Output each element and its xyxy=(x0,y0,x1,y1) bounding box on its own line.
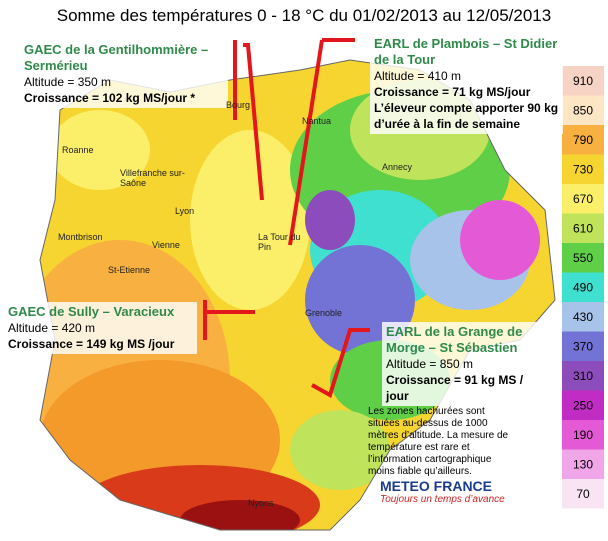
site-growth: Croissance = 149 kg MS /jour xyxy=(8,337,175,351)
legend-label: 610 xyxy=(573,221,593,235)
legend-swatch xyxy=(562,213,604,243)
place: Annecy xyxy=(382,162,413,172)
legend-swatch xyxy=(562,184,604,214)
place: Villefranche sur-Saône xyxy=(120,168,185,188)
site-name: GAEC de la Gentilhommière – Sermérieu xyxy=(24,42,209,73)
legend-swatch xyxy=(562,390,604,420)
site-name: EARL de la Grange de Morge – St Sébastie… xyxy=(386,324,523,355)
place: St-Etienne xyxy=(108,265,151,275)
legend-label: 130 xyxy=(573,457,593,471)
place: Grenoble xyxy=(305,308,343,318)
place: Vienne xyxy=(152,240,180,250)
legend-swatch xyxy=(562,449,604,479)
legend-label: 370 xyxy=(573,339,593,353)
site-name: EARL de Plambois – St Didier de la Tour xyxy=(374,36,558,67)
legend-label: 310 xyxy=(573,369,593,383)
place: Bourg xyxy=(226,100,251,110)
site-growth: Croissance = 102 kg MS/jour * xyxy=(24,91,196,105)
legend-swatch xyxy=(562,479,604,509)
legend-label: 550 xyxy=(573,251,593,265)
place: Montbrison xyxy=(58,232,103,242)
site-growth: Croissance = 91 kg MS / jour xyxy=(386,373,524,403)
place: Nantua xyxy=(302,116,332,126)
site-box: EARL de la Grange de Morge – St Sébastie… xyxy=(382,322,550,406)
legend-label: 70 xyxy=(576,487,590,501)
legend-swatch xyxy=(562,361,604,391)
legend-label: 430 xyxy=(573,310,593,324)
legend-label: 250 xyxy=(573,398,593,412)
site-box: GAEC de la Gentilhommière – Sermérieu Al… xyxy=(20,40,228,108)
site-altitude: Altitude = 850 m xyxy=(386,357,474,371)
legend-label: 850 xyxy=(573,103,593,117)
footnote: Les zones hachurées sont situées au-dess… xyxy=(368,406,509,477)
legend-label: 190 xyxy=(573,428,593,442)
site-box: GAEC de Sully – Varacieux Altitude = 420… xyxy=(4,302,197,354)
legend-swatch xyxy=(562,125,604,155)
site-box: EARL de Plambois – St Didier de la Tour … xyxy=(370,34,563,134)
site-growth: Croissance = 71 kg MS/jour xyxy=(374,85,531,99)
site-altitude: Altitude = 410 m xyxy=(374,69,462,83)
place: La Tour du Pin xyxy=(258,232,301,252)
arrows xyxy=(203,38,370,398)
legend-swatch xyxy=(562,243,604,273)
logo-name: METEO FRANCE xyxy=(380,478,492,494)
legend-label: 490 xyxy=(573,280,593,294)
site-note: L’éleveur compte apporter 90 kg d’urée à… xyxy=(374,101,559,131)
legend-label: 910 xyxy=(573,74,593,88)
site-altitude: Altitude = 350 m xyxy=(24,75,112,89)
title: Somme des températures 0 - 18 °C du 01/0… xyxy=(56,6,552,25)
place: Lyon xyxy=(175,206,195,216)
legend-label: 670 xyxy=(573,192,593,206)
legend: 910 850 790 730 670 610 550 490 430 370 310 250 190 1… xyxy=(562,66,604,509)
legend-swatch xyxy=(562,154,604,184)
legend-swatch xyxy=(562,272,604,302)
legend-swatch xyxy=(562,66,604,96)
legend-swatch xyxy=(562,95,604,125)
logo: METEO FRANCE Toujours un temps d’avance xyxy=(380,478,505,505)
site-altitude: Altitude = 420 m xyxy=(8,321,96,335)
legend-swatch xyxy=(562,420,604,450)
legend-label: 730 xyxy=(573,162,593,176)
site-name: GAEC de Sully – Varacieux xyxy=(8,304,175,319)
legend-label: 790 xyxy=(573,133,593,147)
temperature-field xyxy=(40,60,555,530)
logo-tagline: Toujours un temps d’avance xyxy=(380,494,505,505)
place: Nyons xyxy=(248,498,274,508)
place: Roanne xyxy=(62,145,94,155)
legend-swatch xyxy=(562,331,604,361)
legend-swatch xyxy=(562,302,604,332)
